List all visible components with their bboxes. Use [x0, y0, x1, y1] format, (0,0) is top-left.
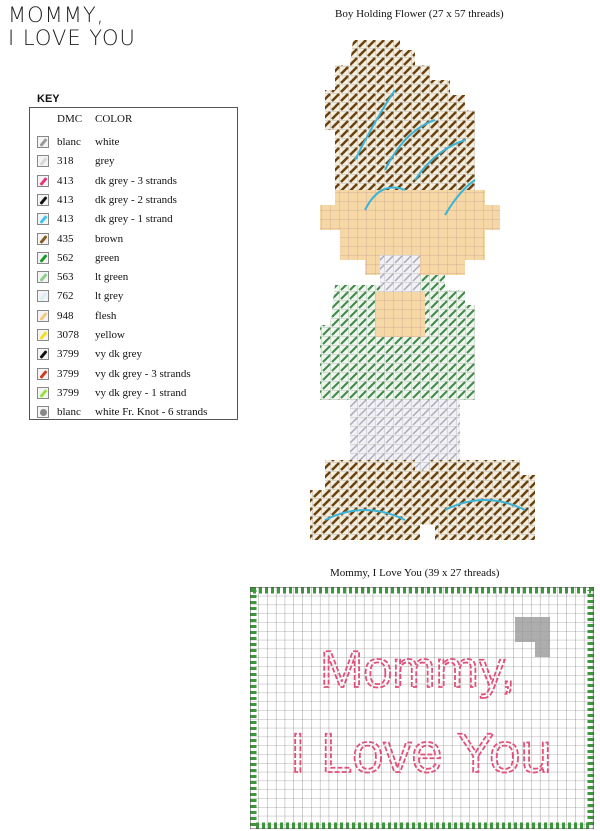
key-row: 435 brown — [30, 231, 237, 250]
color-name: vy dk grey - 1 strand — [95, 386, 187, 399]
color-name: brown — [95, 232, 124, 245]
color-name: vy dk grey — [95, 348, 143, 361]
thread-swatch-icon — [37, 386, 49, 399]
color-name: yellow — [95, 329, 125, 341]
thread-swatch-icon — [37, 155, 49, 168]
thread-swatch-icon — [37, 271, 49, 284]
color-name: green — [95, 251, 120, 264]
key-row: 948 flesh — [30, 308, 237, 327]
thread-swatch-icon — [37, 174, 49, 187]
color-key-table: DMC COLOR blanc white 318 grey 413 dk grey - … — [29, 107, 238, 420]
thread-swatch-icon — [37, 193, 49, 206]
key-row: 562 green — [30, 250, 237, 269]
thread-swatch-icon — [37, 232, 49, 245]
color-name: lt green — [95, 271, 129, 284]
shoes — [310, 460, 535, 540]
heading-line-2: I LOVE YOU — [8, 26, 136, 50]
key-row: 563 lt green — [30, 269, 237, 288]
dmc-number: 3799 — [57, 348, 79, 361]
hair — [325, 40, 475, 210]
hands — [375, 292, 425, 337]
dmc-number: 3799 — [57, 386, 79, 399]
color-name: vy dk grey - 3 strands — [95, 367, 191, 380]
key-row: 3799 vy dk grey - 3 strands — [30, 366, 237, 385]
key-row: blanc white — [30, 134, 237, 153]
pattern-text-line-1: Mommy, — [320, 641, 515, 699]
dmc-number: 948 — [57, 309, 74, 322]
dmc-number: 563 — [57, 271, 74, 284]
heart-motif — [515, 617, 550, 657]
key-row: 413 dk grey - 3 strands — [30, 173, 237, 192]
color-name: dk grey - 3 strands — [95, 174, 177, 187]
dmc-number: 3078 — [57, 329, 79, 341]
dmc-number: 413 — [57, 213, 74, 226]
boy-holding-flower-chart — [310, 40, 535, 540]
color-name: lt grey — [95, 290, 124, 303]
heading-line-1: MOMMY, — [8, 3, 105, 27]
dmc-number: 762 — [57, 290, 74, 303]
color-name: white Fr. Knot - 6 strands — [95, 406, 208, 419]
dmc-header: DMC — [57, 113, 83, 125]
hair-lines — [354, 89, 476, 216]
dmc-number: 318 — [57, 155, 74, 168]
color-name: grey — [95, 155, 115, 168]
dmc-number: 413 — [57, 193, 74, 206]
mommy-pattern-title: Mommy, I Love You (39 x 27 threads) — [330, 567, 500, 579]
key-row: 3078 yellow — [30, 327, 237, 346]
key-row: 318 grey — [30, 153, 237, 172]
key-title: KEY — [37, 93, 60, 105]
color-name: flesh — [95, 309, 117, 322]
thread-swatch-icon — [37, 348, 49, 361]
dmc-number: 413 — [57, 174, 74, 187]
face — [320, 190, 500, 275]
thread-swatch-icon — [37, 290, 49, 303]
dmc-number: 3799 — [57, 367, 79, 380]
thread-swatch-icon — [37, 329, 49, 341]
thread-swatch-icon — [37, 367, 49, 380]
key-row: 762 lt grey — [30, 288, 237, 307]
thread-swatch-icon — [37, 213, 49, 226]
thread-swatch-icon — [37, 136, 49, 148]
key-row: 413 dk grey - 1 strand — [30, 211, 237, 230]
color-name: dk grey - 1 strand — [95, 213, 173, 226]
mommy-i-love-you-chart: Mommy, I Love You — [250, 587, 594, 829]
color-name: dk grey - 2 strands — [95, 193, 177, 206]
dmc-number: 435 — [57, 232, 74, 245]
flower — [380, 255, 420, 295]
key-row: 3799 vy dk grey — [30, 346, 237, 365]
key-row: 413 dk grey - 2 strands — [30, 192, 237, 211]
pants — [350, 400, 460, 470]
boy-pattern-title: Boy Holding Flower (27 x 57 threads) — [335, 8, 504, 20]
french-knot-swatch-icon — [37, 406, 49, 419]
dmc-number: blanc — [57, 136, 81, 148]
color-name: white — [95, 136, 120, 148]
dmc-number: blanc — [57, 406, 81, 419]
color-header: COLOR — [95, 113, 133, 125]
thread-swatch-icon — [37, 309, 49, 322]
dmc-number: 562 — [57, 251, 74, 264]
key-row: 3799 vy dk grey - 1 strand — [30, 385, 237, 404]
pattern-text-line-2: I Love You — [290, 721, 552, 784]
key-row: blanc white Fr. Knot - 6 strands — [30, 404, 237, 423]
body — [320, 275, 475, 410]
thread-swatch-icon — [37, 251, 49, 264]
page-heading: MOMMY, I LOVE YOU — [8, 4, 136, 50]
shoe-lines — [324, 499, 526, 521]
